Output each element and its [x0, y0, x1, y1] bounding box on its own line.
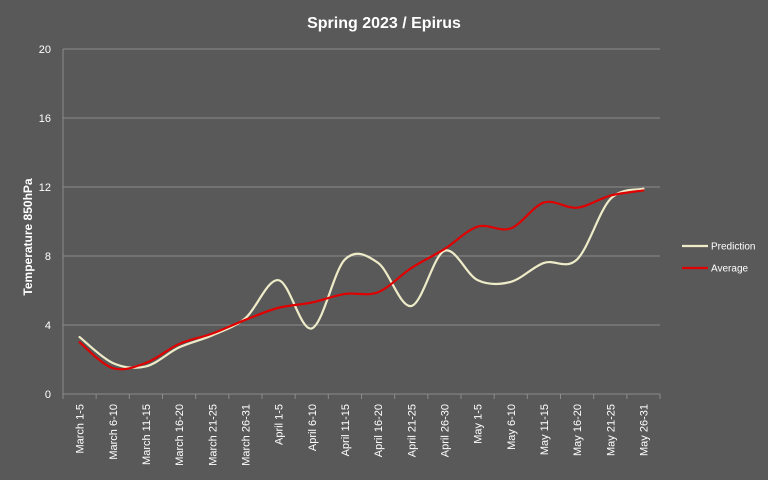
data-point-prediction: [278, 279, 280, 281]
data-point-prediction: [311, 328, 313, 330]
x-tick-label: March 1-5: [75, 404, 87, 454]
data-point-prediction: [510, 281, 512, 283]
data-point-prediction: [79, 336, 81, 338]
data-point-prediction: [377, 262, 379, 264]
legend-label-prediction: Prediction: [711, 242, 755, 253]
x-tick-label: April 6-10: [307, 404, 319, 451]
x-tick-label: May 6-10: [506, 404, 518, 450]
x-tick-label: March 6-10: [108, 404, 120, 460]
legend: Prediction Average: [682, 242, 755, 275]
data-point-prediction: [410, 305, 412, 307]
gridlines: [63, 48, 660, 326]
data-point-prediction: [609, 198, 611, 200]
data-point-average: [377, 291, 379, 293]
data-point-average: [311, 302, 313, 304]
x-tick-label: April 26-30: [439, 404, 451, 457]
y-tick-label: 4: [45, 320, 51, 332]
x-tick-label: April 21-25: [406, 404, 418, 457]
x-tick-label: March 26-31: [240, 404, 252, 466]
x-tick-label: May 1-5: [473, 404, 485, 444]
data-point-average: [643, 190, 645, 192]
data-point-average: [510, 228, 512, 230]
axes: [62, 49, 661, 399]
chart-title: Spring 2023 / Epirus: [307, 15, 461, 32]
data-point-prediction: [477, 279, 479, 281]
data-point-average: [477, 226, 479, 228]
x-tick-label: May 11-15: [539, 404, 551, 455]
x-tick-label: May 21-25: [605, 404, 617, 456]
data-point-prediction: [344, 259, 346, 261]
data-point-prediction: [643, 188, 645, 190]
data-point-average: [543, 202, 545, 204]
data-point-average: [211, 333, 213, 335]
data-point-average: [410, 267, 412, 269]
x-tick-label: April 16-20: [373, 404, 385, 457]
x-tick-labels: March 1-5 March 6-10 March 11-15 March 16-2…: [75, 404, 651, 466]
data-point-average: [79, 341, 81, 343]
data-point-average: [278, 307, 280, 309]
data-point-average: [245, 319, 247, 321]
legend-label-average: Average: [711, 264, 749, 275]
y-tick-label: 20: [39, 44, 51, 56]
series-line-average: [78, 189, 645, 371]
x-tick-label: May 16-20: [572, 404, 584, 456]
x-tick-label: April 11-15: [340, 404, 352, 456]
data-point-prediction: [178, 347, 180, 349]
x-tick-label: March 11-15: [141, 404, 153, 465]
series-lines: [78, 187, 645, 371]
data-point-average: [178, 343, 180, 345]
y-tick-label: 12: [39, 182, 51, 194]
x-tick-label: May 26-31: [638, 404, 650, 456]
data-point-average: [344, 293, 346, 295]
y-tick-label: 0: [45, 389, 51, 401]
data-point-prediction: [112, 362, 114, 364]
data-point-average: [576, 207, 578, 209]
y-axis-label: Temperature 850hPa: [21, 178, 35, 295]
series-line-prediction: [78, 187, 645, 369]
x-tick-label: March 21-25: [207, 404, 219, 466]
x-tick-label: March 16-20: [174, 404, 186, 466]
data-point-prediction: [543, 262, 545, 264]
y-tick-label: 16: [39, 113, 51, 125]
data-point-average: [145, 362, 147, 364]
x-tick-label: April 1-5: [274, 404, 286, 445]
y-tick-labels: 0 4 8 12 16 20: [39, 44, 51, 401]
data-point-prediction: [576, 259, 578, 261]
data-point-average: [609, 195, 611, 197]
y-tick-label: 8: [45, 251, 51, 263]
data-point-average: [444, 248, 446, 250]
data-point-prediction: [145, 366, 147, 368]
data-point-average: [112, 367, 114, 369]
